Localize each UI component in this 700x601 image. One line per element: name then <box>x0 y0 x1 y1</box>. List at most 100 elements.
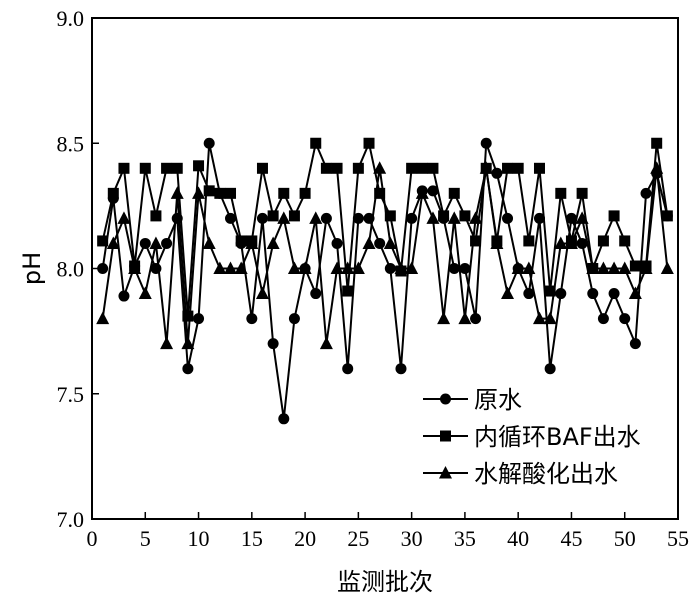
series-3-point <box>138 286 152 300</box>
series-2-point <box>118 162 130 174</box>
series-2-point <box>576 187 588 199</box>
series-3 <box>96 161 674 350</box>
series-1-point <box>97 263 109 274</box>
series-2-point <box>342 285 354 297</box>
series-layer <box>96 137 674 425</box>
legend-label: 内循环BAF出水 <box>474 423 641 451</box>
series-1-point <box>533 212 545 224</box>
series-1-point <box>587 288 599 300</box>
series-3-point <box>575 211 589 224</box>
series-3-point <box>564 236 578 249</box>
series-2-point <box>139 162 151 174</box>
series-1-point <box>331 237 343 249</box>
series-3-point <box>255 286 269 300</box>
legend-label: 原水 <box>474 386 522 414</box>
series-2-point <box>597 235 609 247</box>
series-3-point <box>149 236 163 249</box>
series-3-point <box>469 211 483 224</box>
series-3-point <box>501 286 515 300</box>
series-2-point <box>661 210 673 222</box>
series-1-point <box>246 313 258 325</box>
series-1-point <box>193 313 205 325</box>
series-2-point <box>97 235 109 247</box>
series-2-point <box>512 162 524 174</box>
series-2-point <box>406 162 418 174</box>
series-3-point <box>309 211 323 224</box>
x-tick-label: 5 <box>140 526 151 551</box>
series-3-point <box>618 261 632 274</box>
legend-item-2: 内循环BAF出水 <box>423 423 641 451</box>
series-3-point <box>639 261 653 274</box>
x-tick-label: 15 <box>241 526 263 551</box>
series-3-point <box>447 211 461 224</box>
y-tick-label: 7.5 <box>57 382 85 407</box>
x-axis-title: 监测批次 <box>337 568 433 596</box>
series-2-point <box>310 137 322 149</box>
series-1-line <box>101 142 669 419</box>
series-2-point <box>523 235 535 247</box>
series-3-point <box>532 311 546 325</box>
series-3-point <box>362 236 376 249</box>
series-1-point <box>459 263 471 274</box>
series-2-point <box>107 187 119 199</box>
y-axis-title: pH <box>18 252 46 285</box>
series-3-point <box>170 186 184 199</box>
series-3-point <box>181 336 195 350</box>
series-3-point <box>117 211 131 224</box>
series-2-point <box>374 187 386 199</box>
series-3-point <box>511 261 525 274</box>
series-3-point <box>628 286 642 300</box>
series-2-point <box>438 210 450 222</box>
series-1-point <box>256 212 268 224</box>
series-3-point <box>351 261 365 274</box>
series-3-point <box>479 161 493 174</box>
series-3-point <box>437 311 451 325</box>
series-3-point <box>405 261 419 274</box>
series-1-point <box>555 288 567 300</box>
series-2-point <box>256 162 268 174</box>
series-3-point <box>192 186 206 199</box>
series-1-point <box>576 237 588 249</box>
series-3-point <box>202 236 216 249</box>
series-1-point <box>565 212 577 224</box>
series-3-point <box>394 261 408 274</box>
series-3-point <box>543 311 557 325</box>
axes: 0 5 10 15 20 25 30 35 40 45 50 55 7.0 7.5 8.0 8.5 9.0 <box>57 6 690 551</box>
y-tick-label: 9.0 <box>57 6 85 31</box>
x-tick-label: 25 <box>347 526 369 551</box>
series-2-point <box>533 162 545 174</box>
series-3-point <box>96 311 110 325</box>
series-1-point <box>502 212 514 224</box>
series-2-point <box>416 162 428 174</box>
x-tick-label: 40 <box>507 526 529 551</box>
series-1-point <box>182 363 194 375</box>
series-3-point <box>160 336 174 350</box>
series-3-point <box>234 261 248 274</box>
legend-item-1: 原水 <box>423 386 522 414</box>
series-1-point <box>597 313 609 325</box>
legend-label: 水解酸化出水 <box>474 460 618 488</box>
series-2-point <box>502 162 514 174</box>
series-2-point <box>629 260 641 272</box>
series-2-point <box>299 187 311 199</box>
series-2-point <box>555 187 567 199</box>
series-1-point <box>480 137 492 149</box>
series-2-point <box>214 187 226 199</box>
series-3-point <box>586 261 600 274</box>
series-3-point <box>458 311 472 325</box>
series-1-point <box>342 363 354 375</box>
series-1-point <box>225 212 237 224</box>
series-3-point <box>554 236 568 249</box>
series-1-point <box>118 290 130 302</box>
series-2-point <box>288 210 300 222</box>
x-tick-label: 30 <box>401 526 423 551</box>
series-1-point <box>352 212 364 224</box>
series-1-point <box>427 185 439 197</box>
series-2-point <box>203 185 215 197</box>
series-3-point <box>298 261 312 274</box>
series-3-point <box>287 261 301 274</box>
series-3-point <box>341 261 355 274</box>
series-3-point <box>266 236 280 249</box>
